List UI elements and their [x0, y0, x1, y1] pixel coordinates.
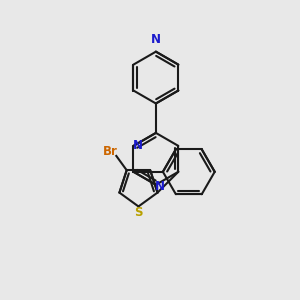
Text: Br: Br — [103, 145, 118, 158]
Text: N: N — [133, 140, 143, 152]
Text: N: N — [151, 33, 161, 46]
Text: S: S — [134, 206, 143, 219]
Text: N: N — [155, 180, 165, 193]
